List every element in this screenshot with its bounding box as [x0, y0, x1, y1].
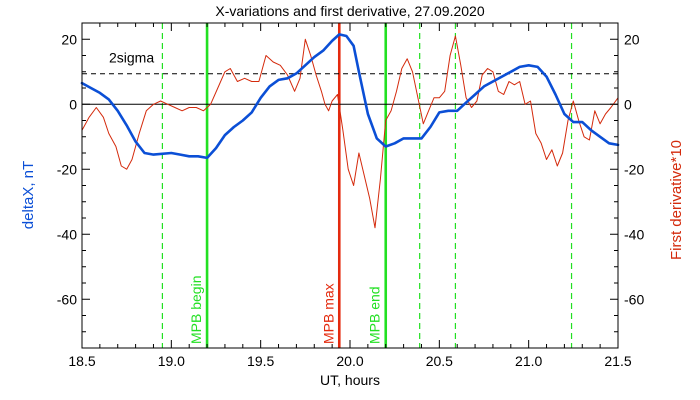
chart-title: X-variations and first derivative, 27.09…	[215, 3, 484, 19]
y-tick-label-left: 20	[61, 31, 77, 47]
y-tick-label-left: -20	[57, 161, 77, 177]
x-axis-label: UT, hours	[320, 372, 380, 388]
y-axis-label-right: First derivative*10	[668, 140, 685, 260]
marker-label-mpb-end: MPB end	[367, 286, 383, 344]
sigma-line-group: 2sigma	[82, 50, 618, 105]
y-axis-label-left: deltaX, nT	[20, 161, 37, 229]
y-tick-label-right: 20	[624, 31, 640, 47]
y-tick-label-left: -40	[57, 226, 77, 242]
x-tick-label: 20.5	[426, 353, 453, 369]
x-tick-label: 19.5	[247, 353, 274, 369]
y-tick-label-right: -60	[624, 291, 644, 307]
vertical-markers: MPB begin MPB max MPB end	[161, 23, 573, 348]
x-tick-label: 21.5	[604, 353, 631, 369]
axes-group: 18.5 19.0 19.5 20.0 20.5 21.0 21.5 -60 -60 -40 -40…	[57, 22, 644, 369]
y-tick-label-right: 0	[624, 96, 632, 112]
marker-label-mpb-max: MPB max	[320, 283, 336, 344]
y-tick-label-right: -40	[624, 226, 644, 242]
x-tick-label: 21.0	[515, 353, 542, 369]
x-tick-label: 19.0	[158, 353, 185, 369]
marker-label-mpb-begin: MPB begin	[188, 276, 204, 344]
x-tick-label: 20.0	[336, 353, 363, 369]
series-group	[80, 33, 620, 229]
y-tick-label-left: 0	[69, 96, 77, 112]
series-derivative-line	[81, 35, 619, 229]
x-tick-label: 18.5	[68, 353, 95, 369]
y-tick-label-left: -60	[57, 291, 77, 307]
sigma-label: 2sigma	[109, 50, 154, 66]
series-deltax-line	[80, 33, 620, 160]
y-tick-label-right: -20	[624, 161, 644, 177]
